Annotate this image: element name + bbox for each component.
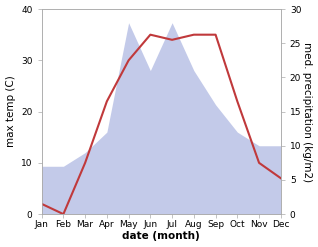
X-axis label: date (month): date (month) [122, 231, 200, 242]
Y-axis label: max temp (C): max temp (C) [5, 76, 16, 147]
Y-axis label: med. precipitation (kg/m2): med. precipitation (kg/m2) [302, 41, 313, 182]
